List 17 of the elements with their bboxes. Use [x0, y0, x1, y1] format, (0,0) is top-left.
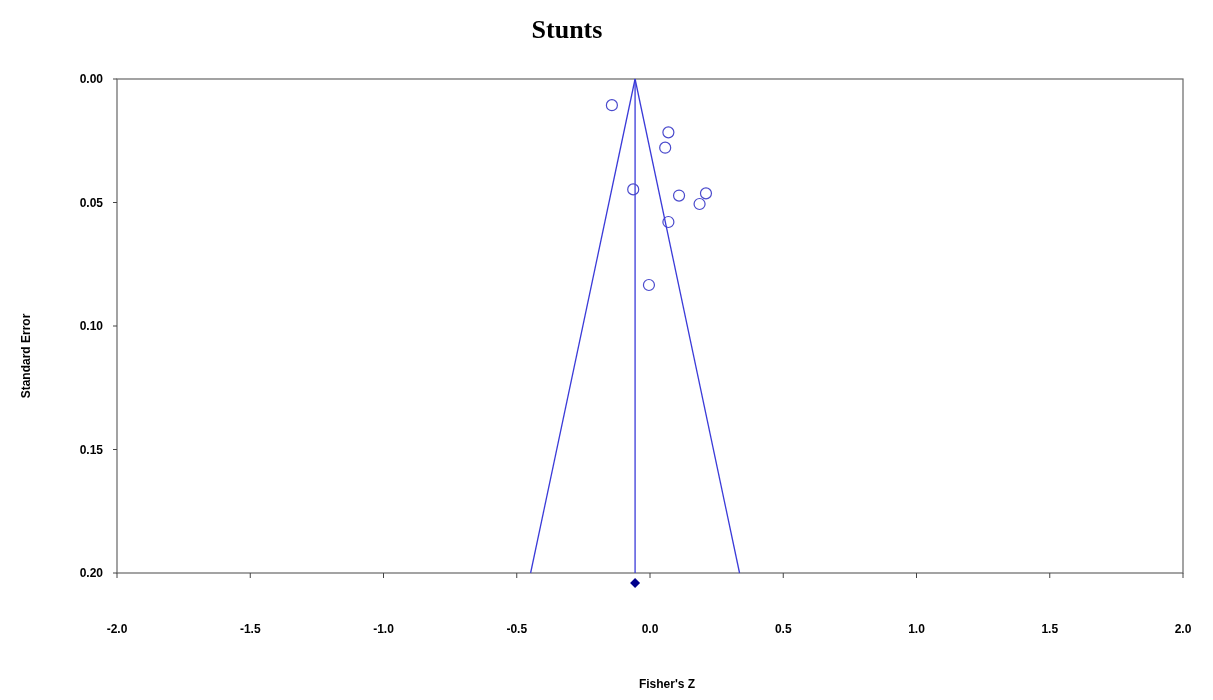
y-tick-label: 0.15 — [79, 442, 104, 457]
x-axis-title: Fisher's Z — [638, 677, 696, 691]
x-tick-label: -0.5 — [506, 622, 528, 636]
y-tick-label: 0.20 — [79, 566, 104, 580]
x-tick-label: -2.0 — [106, 622, 128, 636]
x-tick-label: 1.5 — [1041, 622, 1059, 636]
x-tick-label: 2.0 — [1174, 622, 1192, 636]
x-tick-label: 0.5 — [774, 622, 792, 636]
y-tick-label: 0.00 — [79, 72, 104, 86]
chart-title: Stunts — [531, 15, 603, 44]
y-tick-label: 0.05 — [79, 195, 104, 210]
x-tick-label: -1.0 — [373, 622, 395, 636]
x-tick-label: -1.5 — [239, 622, 261, 636]
x-tick-label: 0.0 — [641, 622, 659, 636]
y-axis-title: Standard Error — [19, 313, 33, 399]
x-tick-label: 1.0 — [908, 622, 926, 636]
y-tick-label: 0.10 — [79, 319, 104, 333]
